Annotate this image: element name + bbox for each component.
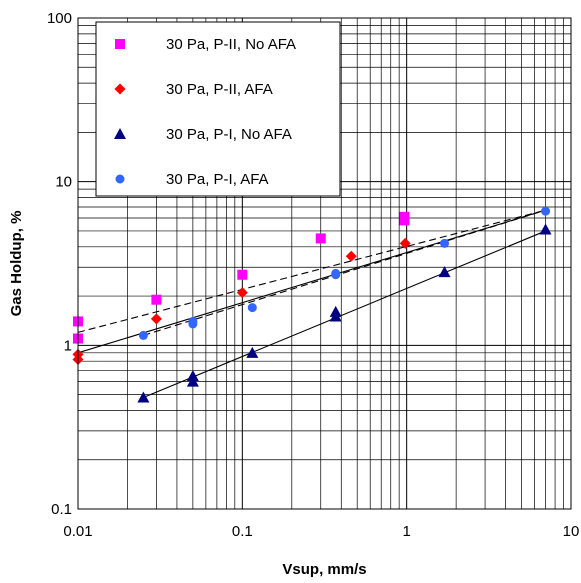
- legend: 30 Pa, P-II, No AFA 30 Pa, P-II, AFA 30 Pa…: [95, 21, 341, 197]
- legend-label: 30 Pa, P-II, No AFA: [166, 36, 296, 53]
- legend-marker: [115, 174, 125, 184]
- y-tick-labels: 0.1 1 10 100: [47, 10, 72, 518]
- trendline: [143, 230, 546, 399]
- x-tick-labels: 0.01 0.1 1 10: [63, 523, 579, 540]
- plot-area-frame: [77, 17, 572, 510]
- trendline: [77, 209, 546, 333]
- y-axis-title: Gas Holdup, %: [8, 211, 25, 317]
- x-tick-label: 1: [402, 523, 410, 540]
- data-point: [151, 294, 162, 305]
- y-tick-label: 10: [55, 174, 72, 191]
- data-point: [188, 319, 198, 329]
- x-tick-label: 10: [563, 523, 580, 540]
- trendlines: [77, 209, 546, 399]
- legend-marker: [115, 39, 125, 49]
- x-tick-label: 0.01: [63, 523, 92, 540]
- data-point: [539, 223, 552, 235]
- y-tick-label: 1: [64, 337, 72, 354]
- trendline: [143, 209, 546, 336]
- legend-box: [95, 21, 341, 197]
- data-point: [345, 250, 357, 262]
- data-point: [541, 206, 551, 216]
- data-point: [399, 215, 410, 226]
- data-point: [438, 266, 451, 278]
- legend-marker: [114, 128, 126, 139]
- data-point: [186, 375, 199, 387]
- trendline: [77, 209, 546, 354]
- data-point: [137, 391, 150, 403]
- data-point: [186, 369, 199, 381]
- legend-label: 30 Pa, P-I, AFA: [166, 171, 269, 188]
- data-point: [246, 346, 259, 358]
- data-point: [331, 270, 341, 280]
- y-tick-label: 100: [47, 10, 72, 27]
- data-point: [236, 287, 248, 299]
- y-tick-label: 0.1: [51, 501, 72, 518]
- data-point: [440, 238, 450, 248]
- data-point: [247, 303, 257, 313]
- data-point: [138, 330, 148, 340]
- data-point: [399, 237, 411, 249]
- legend-label: 30 Pa, P-I, No AFA: [166, 126, 292, 143]
- legend-label: 30 Pa, P-II, AFA: [166, 81, 273, 98]
- x-axis-title: Vsup, mm/s: [282, 561, 366, 578]
- data-points: [72, 206, 552, 403]
- data-point: [315, 233, 326, 244]
- data-point: [329, 310, 342, 322]
- legend-marker: [114, 83, 126, 95]
- data-point: [150, 313, 162, 325]
- data-point: [237, 269, 248, 280]
- x-tick-label: 0.1: [232, 523, 253, 540]
